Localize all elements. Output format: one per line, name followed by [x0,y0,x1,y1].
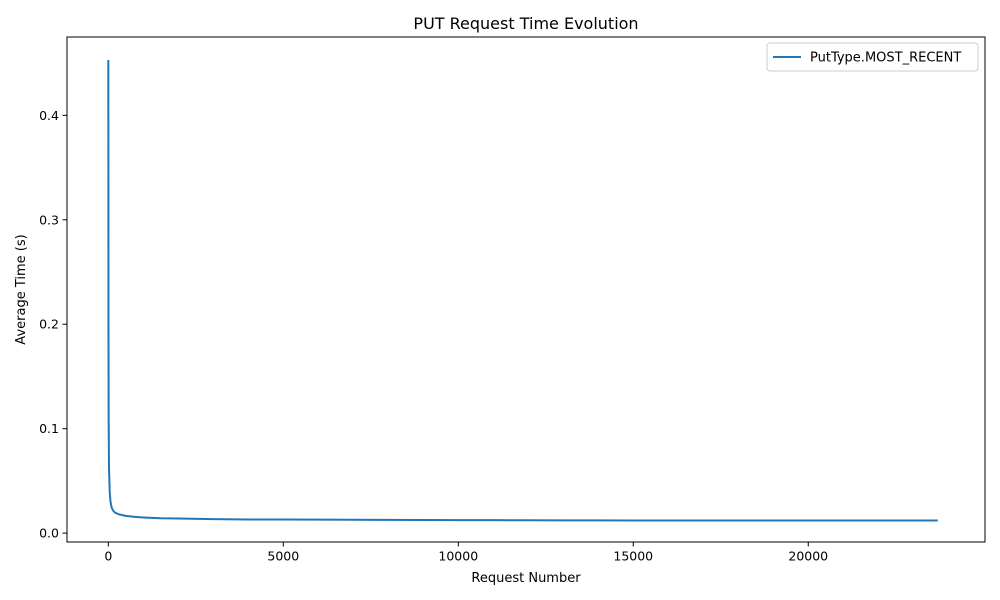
legend-label: PutType.MOST_RECENT [810,51,961,66]
y-axis-label: Average Time (s) [14,234,29,344]
y-axis-ticks: 0.0 0.1 0.2 0.3 0.4 [39,108,67,541]
legend-box [766,42,979,72]
series-line [107,59,938,522]
x-tick-label: 5000 [267,549,299,564]
series-layer [107,59,938,522]
y-tick-label: 0.0 [39,526,59,541]
y-tick-label: 0.2 [39,317,59,332]
y-tick-label: 0.3 [39,212,59,227]
x-tick-label: 20000 [788,549,828,564]
x-tick-label: 0 [104,549,112,564]
x-tick-label: 10000 [438,549,478,564]
y-tick-label: 0.4 [39,108,59,123]
x-axis-label: Request Number [471,571,581,586]
legend: PutType.MOST_RECENT [766,42,979,72]
y-tick-label: 0.1 [39,421,59,436]
chart-title: PUT Request Time Evolution [413,14,638,33]
plot-frame [66,36,986,543]
x-axis-ticks: 0 5000 10000 15000 20000 [104,542,828,564]
x-tick-label: 15000 [613,549,653,564]
plot-area [66,36,986,543]
